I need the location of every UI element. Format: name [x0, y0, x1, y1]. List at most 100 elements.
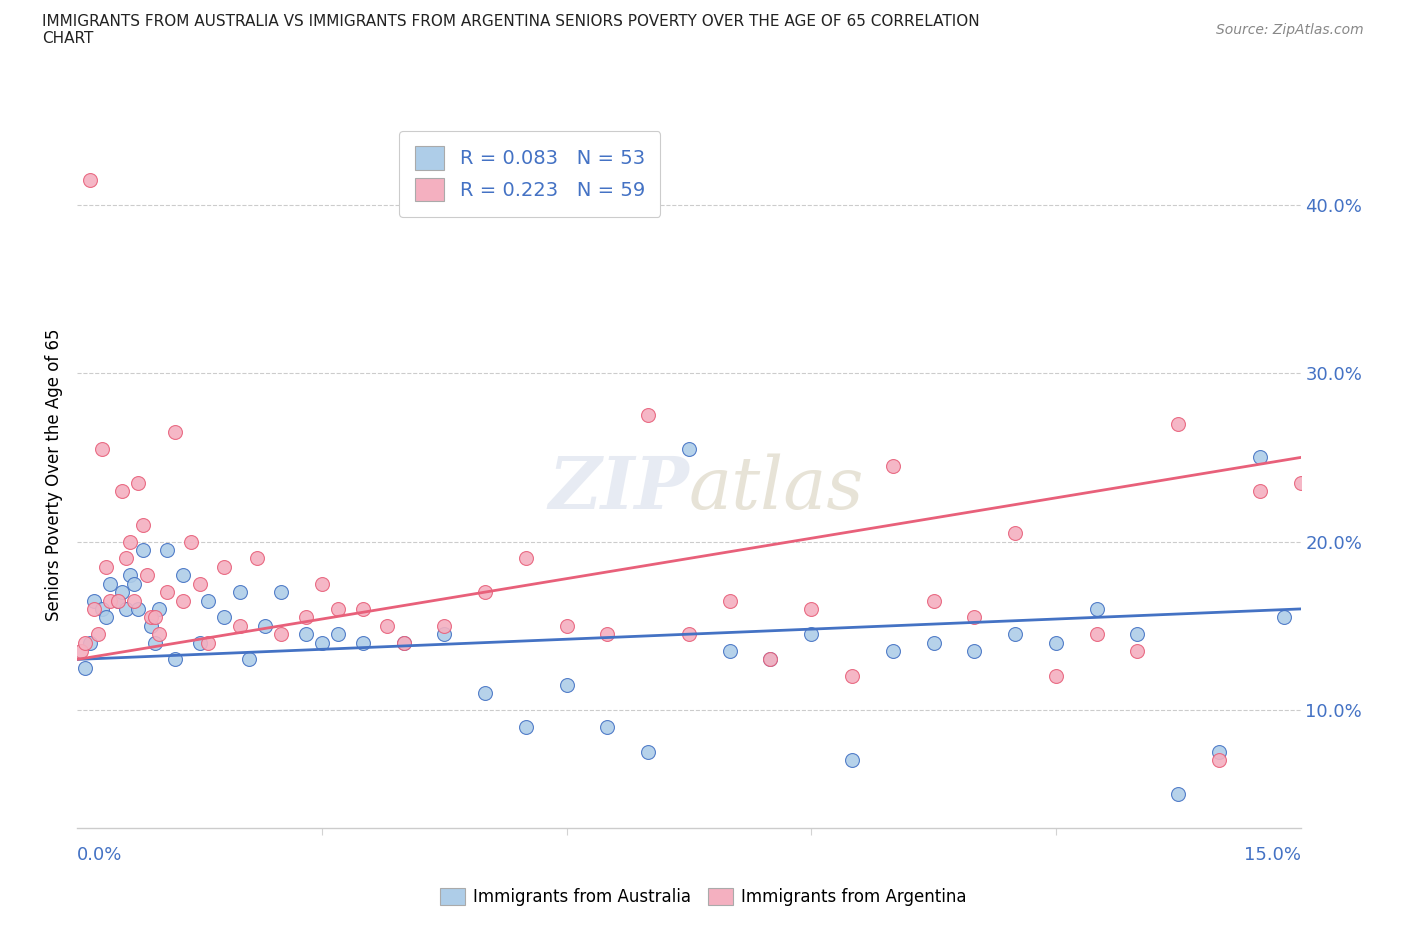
- Point: [1045, 669, 1067, 684]
- Point: [759, 652, 782, 667]
- Point: [172, 568, 194, 583]
- Point: [270, 585, 292, 600]
- Point: [1371, 627, 1393, 642]
- Text: Source: ZipAtlas.com: Source: ZipAtlas.com: [1216, 23, 1364, 37]
- Y-axis label: Seniors Poverty Over the Age of 65: Seniors Poverty Over the Age of 65: [45, 328, 63, 620]
- Text: 15.0%: 15.0%: [1243, 846, 1301, 864]
- Point: [246, 551, 269, 565]
- Point: [1085, 627, 1108, 642]
- Point: [90, 442, 112, 457]
- Point: [120, 568, 142, 583]
- Point: [90, 602, 112, 617]
- Point: [75, 635, 97, 650]
- Point: [392, 635, 415, 650]
- Point: [352, 635, 374, 650]
- Point: [800, 627, 823, 642]
- Point: [139, 618, 162, 633]
- Point: [1208, 745, 1230, 760]
- Point: [474, 685, 496, 700]
- Point: [124, 593, 146, 608]
- Point: [375, 618, 398, 633]
- Point: [75, 660, 97, 675]
- Point: [1272, 610, 1295, 625]
- Text: atlas: atlas: [689, 453, 865, 524]
- Point: [311, 635, 333, 650]
- Point: [172, 593, 194, 608]
- Point: [515, 551, 537, 565]
- Point: [1167, 417, 1189, 432]
- Point: [474, 585, 496, 600]
- Point: [131, 517, 153, 532]
- Point: [165, 425, 187, 440]
- Point: [120, 534, 142, 549]
- Point: [79, 172, 101, 187]
- Point: [294, 627, 316, 642]
- Point: [131, 542, 153, 557]
- Point: [392, 635, 415, 650]
- Point: [212, 560, 235, 575]
- Point: [311, 577, 333, 591]
- Point: [229, 618, 252, 633]
- Point: [143, 635, 166, 650]
- Point: [229, 585, 252, 600]
- Point: [107, 593, 129, 608]
- Point: [637, 408, 659, 423]
- Point: [596, 627, 619, 642]
- Point: [197, 593, 219, 608]
- Point: [139, 610, 162, 625]
- Point: [718, 644, 741, 658]
- Point: [70, 644, 93, 658]
- Point: [759, 652, 782, 667]
- Point: [98, 577, 121, 591]
- Point: [188, 635, 211, 650]
- Point: [1085, 602, 1108, 617]
- Point: [596, 719, 619, 734]
- Point: [294, 610, 316, 625]
- Point: [238, 652, 260, 667]
- Point: [882, 644, 904, 658]
- Point: [678, 627, 700, 642]
- Point: [555, 618, 578, 633]
- Point: [111, 484, 134, 498]
- Point: [94, 610, 117, 625]
- Point: [555, 677, 578, 692]
- Point: [1126, 627, 1149, 642]
- Point: [98, 593, 121, 608]
- Point: [148, 627, 170, 642]
- Point: [718, 593, 741, 608]
- Point: [963, 644, 986, 658]
- Point: [253, 618, 276, 633]
- Point: [841, 753, 863, 768]
- Point: [115, 602, 138, 617]
- Point: [800, 602, 823, 617]
- Point: [1167, 787, 1189, 802]
- Point: [83, 602, 105, 617]
- Point: [963, 610, 986, 625]
- Point: [678, 442, 700, 457]
- Point: [1330, 568, 1353, 583]
- Point: [143, 610, 166, 625]
- Point: [107, 593, 129, 608]
- Point: [882, 458, 904, 473]
- Point: [1289, 475, 1312, 490]
- Point: [87, 627, 110, 642]
- Text: 0.0%: 0.0%: [77, 846, 122, 864]
- Point: [83, 593, 105, 608]
- Point: [148, 602, 170, 617]
- Point: [135, 568, 157, 583]
- Point: [1208, 753, 1230, 768]
- Point: [188, 577, 211, 591]
- Point: [328, 602, 350, 617]
- Point: [127, 602, 149, 617]
- Point: [328, 627, 350, 642]
- Point: [1004, 525, 1026, 540]
- Point: [94, 560, 117, 575]
- Point: [433, 618, 456, 633]
- Point: [352, 602, 374, 617]
- Point: [433, 627, 456, 642]
- Point: [180, 534, 202, 549]
- Point: [841, 669, 863, 684]
- Point: [922, 593, 945, 608]
- Point: [124, 577, 146, 591]
- Point: [1045, 635, 1067, 650]
